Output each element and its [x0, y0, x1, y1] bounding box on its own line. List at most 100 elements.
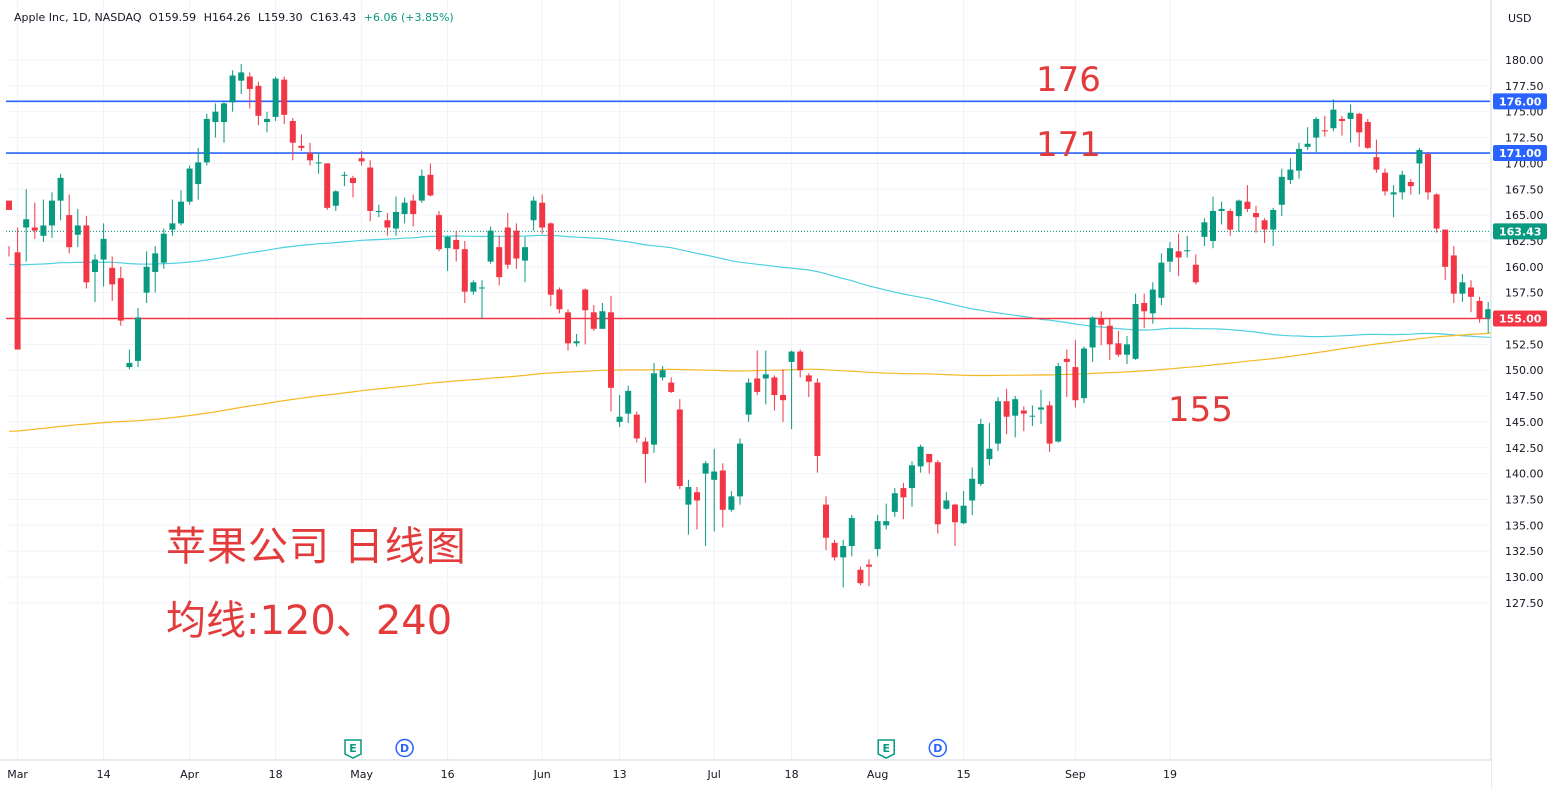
candle [1227, 208, 1234, 236]
candle [1261, 218, 1268, 244]
candle-body [1141, 302, 1148, 312]
candle [470, 280, 477, 295]
candle-body [195, 162, 202, 185]
time-tick-label: 19 [1163, 768, 1177, 781]
candle [1270, 207, 1277, 247]
candle-body [1192, 264, 1199, 283]
candle-body [1416, 149, 1423, 164]
candle-body [410, 200, 417, 215]
candle [23, 189, 30, 262]
price-tick-label: 145.00 [1505, 416, 1544, 429]
candle [487, 226, 494, 264]
candle [160, 228, 167, 269]
candle-body [840, 545, 847, 558]
candle-body [324, 163, 331, 208]
candle [625, 385, 632, 423]
candle [1390, 185, 1397, 218]
price-tick-label: 142.50 [1505, 442, 1544, 455]
candle [1287, 158, 1294, 185]
level-price-tag-label: 176.00 [1499, 95, 1542, 108]
candle [436, 210, 442, 252]
candle [1046, 401, 1053, 452]
candle [719, 463, 726, 528]
candle [986, 422, 993, 466]
time-tick-label: 15 [957, 768, 971, 781]
candle [934, 460, 941, 534]
candle-body [1347, 112, 1354, 119]
candle [1132, 293, 1139, 360]
candle [694, 487, 700, 530]
candle-body [866, 564, 872, 567]
grid-lines [6, 0, 1490, 760]
candle-body [1468, 287, 1474, 297]
candle [1347, 104, 1354, 143]
candle [917, 444, 924, 473]
time-tick-label: 13 [613, 768, 627, 781]
candle-body [1459, 282, 1466, 294]
earnings-badge [344, 739, 362, 759]
candle-body [891, 493, 898, 512]
candle [866, 559, 872, 587]
dividend-badge [395, 738, 414, 758]
candle-body [909, 465, 915, 489]
candle [375, 204, 382, 218]
price-tick-label: 130.00 [1505, 571, 1544, 584]
candle-body [1132, 304, 1139, 359]
last-price-tag-label: 163.43 [1499, 225, 1541, 238]
candle [229, 70, 236, 112]
price-tick-label: 132.50 [1505, 545, 1544, 558]
earnings-marker[interactable]: E [877, 739, 895, 759]
price-tick-label: 177.50 [1505, 80, 1544, 93]
candle-body [831, 542, 838, 558]
candle [823, 496, 829, 551]
price-tick-label: 140.00 [1505, 468, 1544, 481]
candle-body [264, 118, 270, 123]
candle-body [229, 75, 236, 103]
candle-body [1261, 220, 1268, 230]
candle-body [23, 219, 30, 228]
candle-body [599, 311, 606, 329]
candle [1356, 112, 1363, 147]
candle [6, 200, 12, 257]
candle-body [289, 121, 296, 143]
candle-body [934, 462, 941, 525]
dividend-marker[interactable]: D [395, 738, 414, 758]
candle [530, 196, 537, 231]
earnings-marker[interactable]: E [344, 739, 362, 759]
time-tick-label: Sep [1065, 768, 1086, 781]
candle [1029, 405, 1036, 427]
price-tick-label: 127.50 [1505, 597, 1544, 610]
candle [393, 196, 399, 236]
candle-body [14, 252, 21, 350]
candle [238, 64, 245, 95]
candle-body [1321, 130, 1328, 132]
candle [221, 101, 227, 143]
candle [608, 295, 614, 412]
candle [57, 173, 64, 221]
candle-body [117, 278, 124, 321]
dividend-marker[interactable]: D [928, 738, 948, 758]
candle [599, 302, 606, 329]
candle-body [754, 378, 761, 392]
candles [6, 64, 1509, 588]
ohlc-low: L159.30 [257, 11, 303, 24]
candle [1433, 193, 1440, 233]
candle [814, 378, 821, 473]
candle [195, 147, 202, 200]
candle-body [212, 111, 219, 123]
candle [14, 227, 21, 350]
candle-body [823, 504, 829, 538]
candle-body [496, 247, 503, 278]
ohlc-change: +6.06 (+3.85%) [363, 11, 454, 24]
candle-body [470, 282, 477, 292]
candle-body [960, 505, 967, 524]
candle [1038, 389, 1044, 424]
dividend-badge-label: D [400, 742, 409, 755]
candle [590, 305, 597, 331]
annotation-moving-averages: 均线:120、240 [166, 598, 453, 644]
candle-body [952, 504, 958, 523]
candle [1175, 233, 1182, 277]
candle [1184, 235, 1191, 258]
candle-body [582, 289, 589, 311]
